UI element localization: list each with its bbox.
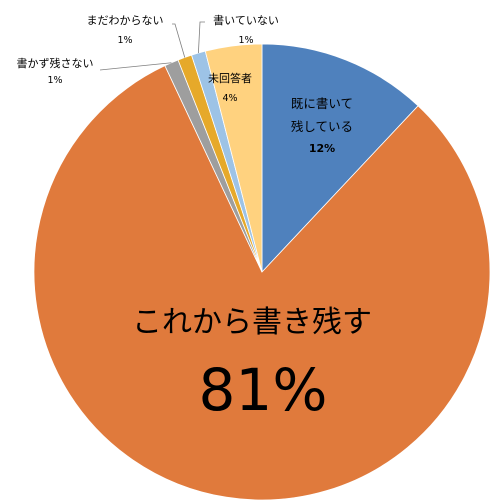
pie-slice-no-answer: [204, 43, 263, 273]
slice-value-undecided: 1%: [117, 35, 132, 46]
pie-slices: [33, 43, 491, 501]
slice-label-will-not-write: 書かず残さない: [17, 56, 94, 70]
slice-value-already-written: 12%: [309, 142, 335, 155]
leader-line-not-written: [197, 21, 205, 54]
slice-label-will-write: これから書き残す: [132, 305, 372, 340]
leader-line-undecided: [172, 23, 186, 58]
slice-label-already-written-line2: 残している: [291, 119, 353, 134]
pie-slice-already-written: [261, 43, 419, 274]
slice-label-already-written-line1: 既に書いて: [291, 96, 353, 111]
slice-value-will-not-write: 1%: [47, 75, 62, 86]
leader-lines: [99, 21, 205, 71]
pie-labels: 既に書いて 残している 12% これから書き残す 81% 書かず残さない 1% …: [17, 13, 373, 424]
slice-value-no-answer: 4%: [222, 93, 237, 104]
leader-line-will-not-write: [99, 62, 172, 71]
slice-label-not-written: 書いていない: [213, 13, 279, 27]
pie-slice-will-write: [33, 65, 491, 501]
slice-value-will-write: 81%: [199, 356, 328, 424]
slice-label-undecided: まだわからない: [87, 14, 164, 27]
slice-value-not-written: 1%: [238, 35, 253, 46]
slice-label-no-answer: 未回答者: [208, 71, 252, 85]
